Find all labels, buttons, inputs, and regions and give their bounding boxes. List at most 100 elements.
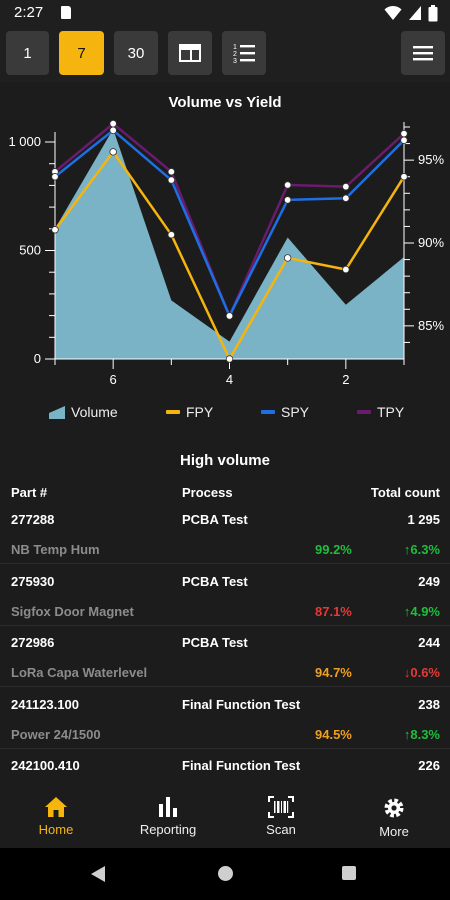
- row-yield-delta: ↑4.9%: [403, 603, 440, 619]
- legend-fpy-label: FPY: [186, 404, 214, 420]
- main-content: Volume vs Yield 0 500 1 000 85% 90% 95% 6 4 2 Vo…: [0, 82, 450, 810]
- y-left-tick-label: 1 000: [8, 134, 41, 149]
- home-circle-icon[interactable]: [217, 865, 234, 882]
- period-30-button[interactable]: 30: [114, 31, 158, 75]
- toolbar: 1 7 30 1 2 3: [0, 26, 450, 82]
- row-part-number: 242100.410: [11, 758, 80, 773]
- nav-more-label: More: [379, 824, 409, 839]
- spy-point: [51, 173, 59, 181]
- row-yield: 99.2%: [315, 542, 352, 557]
- row-yield: 94.7%: [315, 665, 352, 680]
- tpy-point: [283, 181, 292, 189]
- back-icon[interactable]: [89, 865, 107, 883]
- spy-point: [109, 126, 117, 135]
- legend-tpy: TPY: [357, 404, 404, 420]
- layout-icon: [179, 44, 201, 62]
- y-left-tick-label: 500: [19, 243, 41, 258]
- header-total-count: Total count: [370, 485, 440, 500]
- row-part-number: 275930: [11, 573, 55, 589]
- tpy-point: [400, 129, 408, 138]
- row-process: Final Function Test: [182, 758, 301, 773]
- row-process: PCBA Test: [182, 573, 248, 589]
- volume-area: [55, 128, 404, 359]
- nav-home[interactable]: Home: [0, 786, 112, 848]
- nav-reporting-label: Reporting: [139, 822, 197, 837]
- row-product-name: Power 24/1500: [11, 726, 101, 742]
- chart-legend: Volume FPY SPY TPY: [0, 404, 450, 426]
- spy-point: [400, 136, 408, 144]
- spy-point: [342, 194, 350, 202]
- sorted-list-button[interactable]: 1 2 3: [222, 31, 266, 75]
- legend-tpy-swatch: [357, 410, 371, 414]
- fpy-point: [342, 265, 350, 274]
- legend-volume-swatch: [49, 406, 65, 419]
- row-yield: 87.1%: [315, 603, 352, 619]
- x-tick-label: 6: [110, 372, 117, 387]
- svg-text:2: 2: [233, 51, 237, 58]
- nav-scan[interactable]: Scan: [225, 786, 337, 848]
- row-part-number: 277288: [11, 512, 55, 527]
- volume-yield-chart: 0 500 1 000 85% 90% 95% 6 4 2: [8, 119, 444, 387]
- svg-text:1: 1: [233, 44, 237, 51]
- legend-spy: SPY: [261, 404, 309, 420]
- status-bar: 2:27: [0, 0, 450, 26]
- legend-fpy: FPY: [166, 404, 213, 420]
- row-total-count: 249: [418, 573, 440, 589]
- tpy-point: [167, 168, 176, 176]
- row-part-number: 241123.100: [11, 696, 79, 712]
- legend-fpy-swatch: [166, 410, 180, 414]
- system-navigation-bar: [0, 848, 450, 900]
- header-part: Part #: [11, 485, 48, 500]
- numbered-list-icon: 1 2 3: [233, 44, 255, 64]
- status-time: 2:27: [14, 4, 44, 21]
- row-yield-delta: ↑6.3%: [403, 542, 440, 557]
- menu-button[interactable]: [401, 31, 445, 75]
- legend-tpy-label: TPY: [377, 404, 405, 420]
- nav-home-label: Home: [38, 822, 74, 837]
- fpy-point: [167, 231, 176, 239]
- y-right-tick-label: 90%: [418, 235, 444, 250]
- x-tick-label: 4: [226, 372, 233, 387]
- row-part-number: 272986: [11, 635, 55, 650]
- legend-volume: Volume: [49, 404, 118, 420]
- recents-icon[interactable]: [341, 865, 357, 881]
- row-process: PCBA Test: [182, 635, 248, 650]
- table-row[interactable]: 277288 PCBA Test 1 295 NB Temp Hum 99.2% ↑6.3…: [0, 503, 450, 564]
- y-right-tick-label: 95%: [418, 152, 444, 167]
- dashboard-layout-button[interactable]: [168, 31, 212, 75]
- legend-spy-swatch: [261, 410, 275, 414]
- spy-point: [283, 196, 292, 204]
- row-total-count: 226: [418, 758, 440, 773]
- tpy-point: [109, 119, 117, 128]
- row-product-name: Sigfox Door Magnet: [11, 603, 134, 619]
- row-total-count: 1 295: [407, 512, 440, 527]
- gear-icon: [384, 798, 404, 818]
- period-1-button[interactable]: 1: [6, 31, 49, 75]
- signal-icon: [409, 6, 421, 20]
- fpy-point: [283, 254, 292, 262]
- row-process: PCBA Test: [182, 512, 248, 527]
- table-row[interactable]: 272986 PCBA Test 244 LoRa Capa Waterlevel 94…: [0, 626, 450, 687]
- sd-card-icon: [61, 6, 71, 19]
- row-process: Final Function Test: [182, 696, 301, 712]
- home-icon: [45, 797, 67, 817]
- fpy-point: [225, 355, 234, 363]
- high-volume-title: High volume: [179, 452, 270, 469]
- chart-title: Volume vs Yield: [168, 94, 282, 111]
- row-product-name: NB Temp Hum: [11, 542, 100, 557]
- nav-reporting[interactable]: Reporting: [112, 786, 224, 848]
- fpy-point: [400, 173, 408, 181]
- period-7-button[interactable]: 7: [59, 31, 104, 75]
- spy-point: [225, 312, 234, 320]
- row-yield-delta: ↑8.3%: [403, 726, 440, 742]
- spy-point: [167, 176, 176, 184]
- row-product-name: LoRa Capa Waterlevel: [11, 665, 148, 680]
- table-row[interactable]: 241123.100 Final Function Test 238 Power 24…: [0, 688, 450, 749]
- hamburger-menu-icon: [413, 46, 433, 61]
- bottom-navigation: Home Reporting Scan More: [0, 786, 450, 848]
- barcode-scan-icon: [268, 796, 294, 818]
- nav-scan-label: Scan: [266, 822, 296, 837]
- row-yield: 94.5%: [315, 726, 352, 742]
- nav-more[interactable]: More: [338, 786, 450, 848]
- table-row[interactable]: 275930 PCBA Test 249 Sigfox Door Magnet 87.1…: [0, 565, 450, 626]
